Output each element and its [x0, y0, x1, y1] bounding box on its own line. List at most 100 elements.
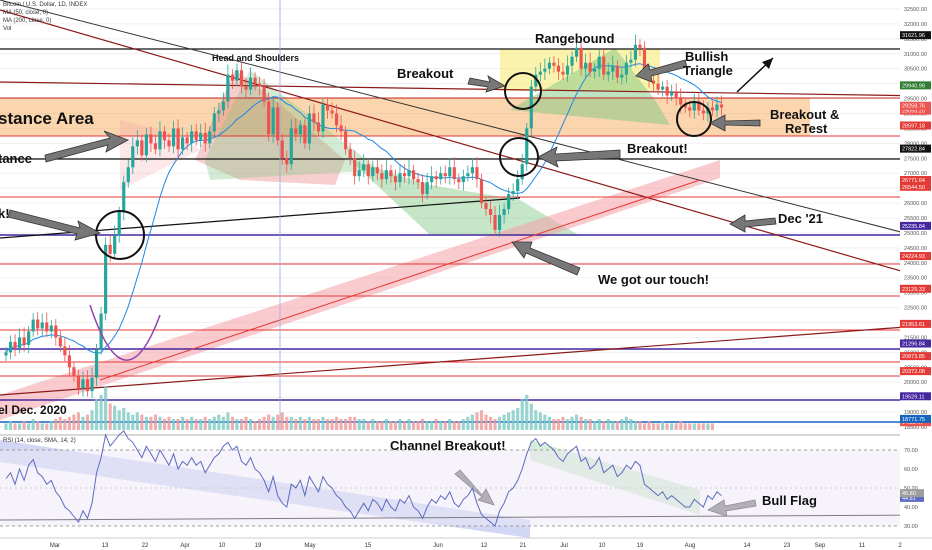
price-tick-label: 29500.00: [904, 97, 927, 103]
price-tag: [900, 106, 931, 115]
volume-bar: [448, 419, 452, 430]
candle-body: [484, 203, 488, 210]
volume-bar: [411, 421, 416, 430]
candle-body: [4, 352, 8, 356]
time-tick-label: Jun: [433, 543, 443, 549]
time-axis[interactable]: Mar 13 22 Apr 10 19 May 15 Jun 12 21 Jul 10 19 Aug 14 23…: [0, 537, 932, 550]
candle-body: [661, 86, 665, 90]
volume-bar: [629, 419, 633, 430]
price-tag-label: 26771.64: [902, 178, 925, 184]
candle-body: [58, 337, 62, 347]
volume-bar: [547, 416, 551, 430]
volume-bar: [439, 421, 443, 430]
volume-bar: [570, 416, 574, 430]
candle-body: [588, 62, 592, 72]
volume-bar: [543, 414, 547, 430]
candle-body: [516, 179, 520, 192]
volume-bar: [294, 419, 298, 430]
volume-bar: [393, 421, 398, 430]
arrow-dec21: [729, 214, 777, 233]
candle-body: [633, 44, 638, 60]
volume-bar: [36, 421, 40, 430]
time-tick-label: 10: [219, 543, 226, 549]
arrow-up-head: [762, 58, 773, 69]
candle-body: [366, 164, 370, 177]
price-tag-label: 19529.11: [902, 394, 925, 400]
circle-breakout-top: [504, 72, 542, 110]
volume-bar: [647, 421, 651, 430]
circle-retest: [676, 101, 712, 137]
rsi-tag-label: 45.80: [902, 491, 916, 497]
volume-bar: [167, 416, 171, 430]
volume-bar: [692, 423, 696, 430]
candle-body: [316, 122, 321, 132]
price-axis[interactable]: 32500.00 32000.00 31500.00 31000.00 30500.00…: [900, 0, 932, 435]
candle-body: [502, 209, 506, 215]
candle-body: [552, 62, 556, 66]
volume-bar: [153, 414, 158, 430]
candle-body: [538, 71, 542, 75]
volume-bar: [312, 419, 316, 430]
candle-body: [194, 131, 198, 141]
volume-bar: [606, 419, 610, 430]
candle-body: [421, 182, 425, 195]
rsi-panel: [0, 430, 932, 527]
candles: [4, 34, 724, 399]
candle-body: [176, 128, 180, 150]
volume-bar: [194, 419, 198, 430]
volume-bar: [679, 421, 683, 430]
candle-body: [45, 322, 49, 332]
price-tag: [900, 144, 931, 153]
price-tick-label: 23500.00: [904, 276, 927, 282]
candle-body: [248, 77, 253, 90]
circle-left-breakout: [95, 210, 145, 260]
candle-body: [280, 140, 284, 159]
candle-body: [221, 101, 225, 111]
volume-bar: [22, 421, 26, 430]
time-tick-label: Apr: [180, 543, 189, 549]
candle-body: [144, 134, 148, 156]
volume-bar: [40, 423, 44, 430]
price-tick-label: 30500.00: [904, 67, 927, 73]
candle-body: [692, 101, 696, 111]
label-breakout-retest-1: Breakout &: [770, 107, 839, 122]
arrow-retest: [709, 114, 761, 132]
candle-body: [40, 322, 44, 329]
candle-body: [679, 98, 683, 105]
candle-body: [76, 376, 81, 389]
purple-curve: [89, 304, 161, 361]
volume-bar: [452, 421, 456, 430]
volume-bar: [185, 419, 189, 430]
candle-body: [348, 149, 352, 159]
price-tick-label: 25500.00: [904, 216, 927, 222]
volume-bar: [298, 416, 302, 430]
volume-bar: [31, 419, 35, 430]
rsi-tick-label: 50.00: [904, 486, 918, 492]
price-tick-label: 25000.00: [904, 231, 927, 237]
volume-bar: [683, 423, 687, 430]
candle-body: [507, 194, 511, 210]
price-tag: [900, 319, 931, 328]
candle-body: [688, 107, 692, 111]
candle-body: [543, 68, 547, 72]
volume-bar: [181, 416, 185, 430]
volume-bar: [81, 416, 85, 430]
arrow-breakout-mid: [537, 146, 621, 168]
volume-bar: [556, 419, 561, 430]
candle-body: [656, 83, 660, 90]
volume-bar: [362, 419, 366, 430]
volume-bar: [584, 419, 588, 430]
candle-body: [407, 170, 411, 177]
volume-bar: [407, 419, 411, 430]
candle-body: [140, 140, 144, 156]
volume-bar: [131, 414, 135, 430]
volume-bar: [199, 419, 203, 430]
volume-bar: [674, 423, 678, 430]
candle-body: [113, 235, 117, 254]
candle-body: [167, 140, 171, 147]
volume-bar: [90, 410, 94, 430]
candle-body: [611, 65, 615, 72]
price-tag-label: 18771.75: [902, 417, 925, 423]
